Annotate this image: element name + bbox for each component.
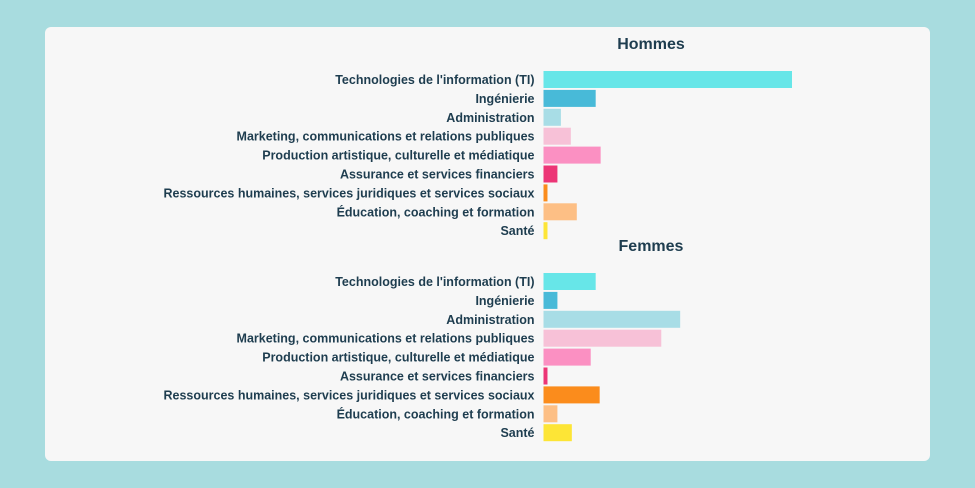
bar	[543, 127, 571, 145]
category-label: Administration	[446, 111, 534, 125]
category-label: Assurance et services financiers	[340, 168, 535, 182]
bar	[543, 222, 548, 240]
category-label: Administration	[446, 313, 534, 327]
bar	[543, 108, 561, 126]
category-label: Assurance et services financiers	[340, 370, 535, 384]
category-label: Production artistique, culturelle et méd…	[262, 351, 534, 365]
bar	[543, 146, 601, 164]
bar	[543, 424, 572, 442]
bar	[543, 329, 662, 347]
chart-title: Hommes	[617, 36, 685, 53]
bar	[543, 367, 548, 385]
bar	[543, 291, 558, 309]
bar	[543, 386, 600, 404]
chart-card: Hommes Technologies de l'information (TI)…	[45, 27, 930, 461]
bar	[543, 405, 558, 423]
category-label: Marketing, communications et relations p…	[237, 130, 535, 144]
category-label: Ingénierie	[475, 92, 534, 106]
category-label: Marketing, communications et relations p…	[237, 332, 535, 346]
bar	[543, 71, 792, 88]
panel-femmes: Femmes Technologies de l'information (TI)…	[163, 238, 684, 442]
bar	[543, 310, 681, 328]
bar	[543, 184, 548, 202]
category-label: Ressources humaines, services juridiques…	[163, 186, 534, 200]
bar	[543, 89, 596, 107]
category-label: Santé	[500, 426, 534, 440]
category-label: Technologies de l'information (TI)	[335, 73, 534, 87]
bar	[543, 203, 577, 221]
chart-canvas: Hommes Technologies de l'information (TI)…	[163, 36, 792, 442]
category-label: Ressources humaines, services juridiques…	[163, 388, 534, 402]
bar	[543, 348, 591, 366]
category-label: Technologies de l'information (TI)	[335, 275, 534, 289]
category-label: Santé	[500, 224, 534, 238]
bar	[543, 165, 558, 183]
panel-hommes: Hommes Technologies de l'information (TI)…	[163, 36, 792, 240]
chart-title: Femmes	[619, 238, 684, 255]
category-label: Production artistique, culturelle et méd…	[262, 149, 534, 163]
category-label: Éducation, coaching et formation	[337, 406, 535, 421]
category-label: Ingénierie	[475, 294, 534, 308]
category-label: Éducation, coaching et formation	[337, 204, 535, 219]
bar	[543, 273, 596, 290]
